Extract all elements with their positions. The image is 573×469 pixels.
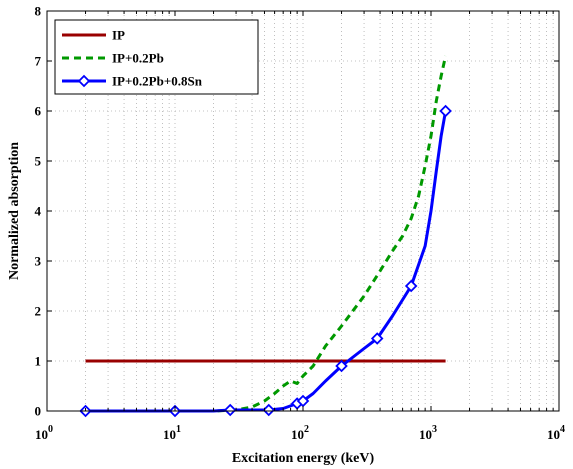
x-tick-label-exponent: 1	[176, 424, 181, 435]
x-tick-label: 102	[291, 424, 309, 442]
legend-label-ip: IP	[112, 28, 125, 43]
x-tick-label-exponent: 2	[304, 424, 309, 435]
legend-label-ip-pb: IP+0.2Pb	[112, 51, 164, 66]
y-tick-label: 0	[35, 404, 42, 419]
series-layer	[79, 55, 452, 418]
y-tick-label: 2	[35, 304, 42, 319]
x-axis-title: Excitation energy (keV)	[232, 451, 375, 466]
data-point-marker	[370, 332, 384, 345]
x-tick-label-exponent: 4	[560, 424, 565, 435]
y-tick-label: 3	[35, 254, 42, 269]
axis-ticks	[46, 10, 559, 412]
x-tick-label: 103	[419, 424, 437, 442]
y-tick-label: 6	[35, 104, 42, 119]
legend-label-ip-pb-sn: IP+0.2Pb+0.8Sn	[112, 74, 203, 89]
y-tick-label: 8	[35, 4, 42, 19]
y-tick-label: 7	[35, 54, 42, 69]
x-tick-label-exponent: 3	[432, 424, 437, 435]
series-line-1	[85, 55, 448, 413]
legend: IP IP+0.2Pb IP+0.2Pb+0.8Sn	[54, 19, 259, 95]
grid	[47, 11, 559, 411]
x-tick-label-base: 10	[547, 427, 560, 442]
x-tick-label-base: 10	[419, 427, 432, 442]
legend-marker-diamond	[77, 74, 91, 88]
y-tick-label: 1	[35, 354, 42, 369]
x-tick-label-base: 10	[291, 427, 304, 442]
data-point-marker	[223, 403, 237, 417]
x-tick-label: 104	[547, 424, 565, 442]
y-axis-title: Normalized absorption	[7, 142, 22, 280]
x-tick-label-exponent: 0	[48, 424, 53, 435]
y-tick-label: 4	[35, 204, 42, 219]
data-point-marker	[335, 359, 348, 373]
y-tick-label: 5	[35, 154, 42, 169]
x-tick-label-base: 10	[163, 427, 176, 442]
x-tick-label-base: 10	[35, 427, 48, 442]
x-tick-label: 101	[163, 424, 181, 442]
x-tick-label: 100	[35, 424, 53, 442]
data-point-marker	[404, 279, 418, 293]
data-point-marker	[262, 403, 276, 417]
data-point-marker	[439, 104, 452, 118]
